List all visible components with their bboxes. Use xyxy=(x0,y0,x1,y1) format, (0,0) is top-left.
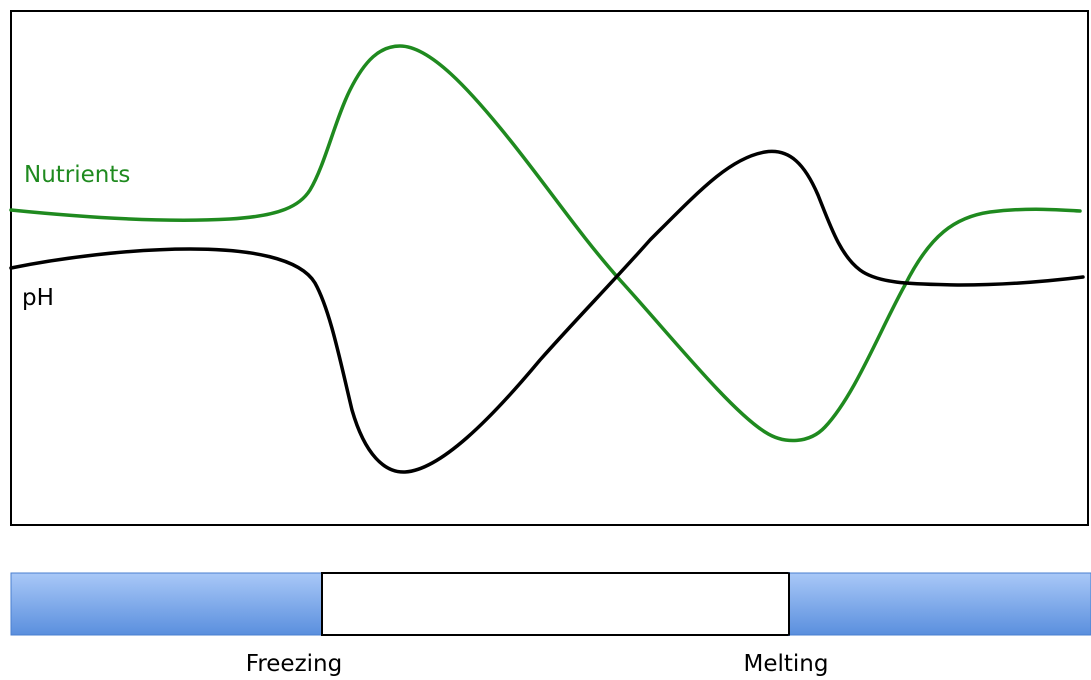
ice-segment-right xyxy=(788,572,1091,636)
plot-frame xyxy=(10,10,1089,526)
nutrients-label: Nutrients xyxy=(24,162,130,188)
water-segment xyxy=(321,572,790,636)
ph-curve xyxy=(9,149,1085,474)
nutrients-curve xyxy=(9,44,1082,443)
melting-label: Melting xyxy=(744,651,829,677)
ice-segment-left xyxy=(10,572,323,636)
freezing-label: Freezing xyxy=(246,651,342,677)
ph-label: pH xyxy=(22,285,54,311)
